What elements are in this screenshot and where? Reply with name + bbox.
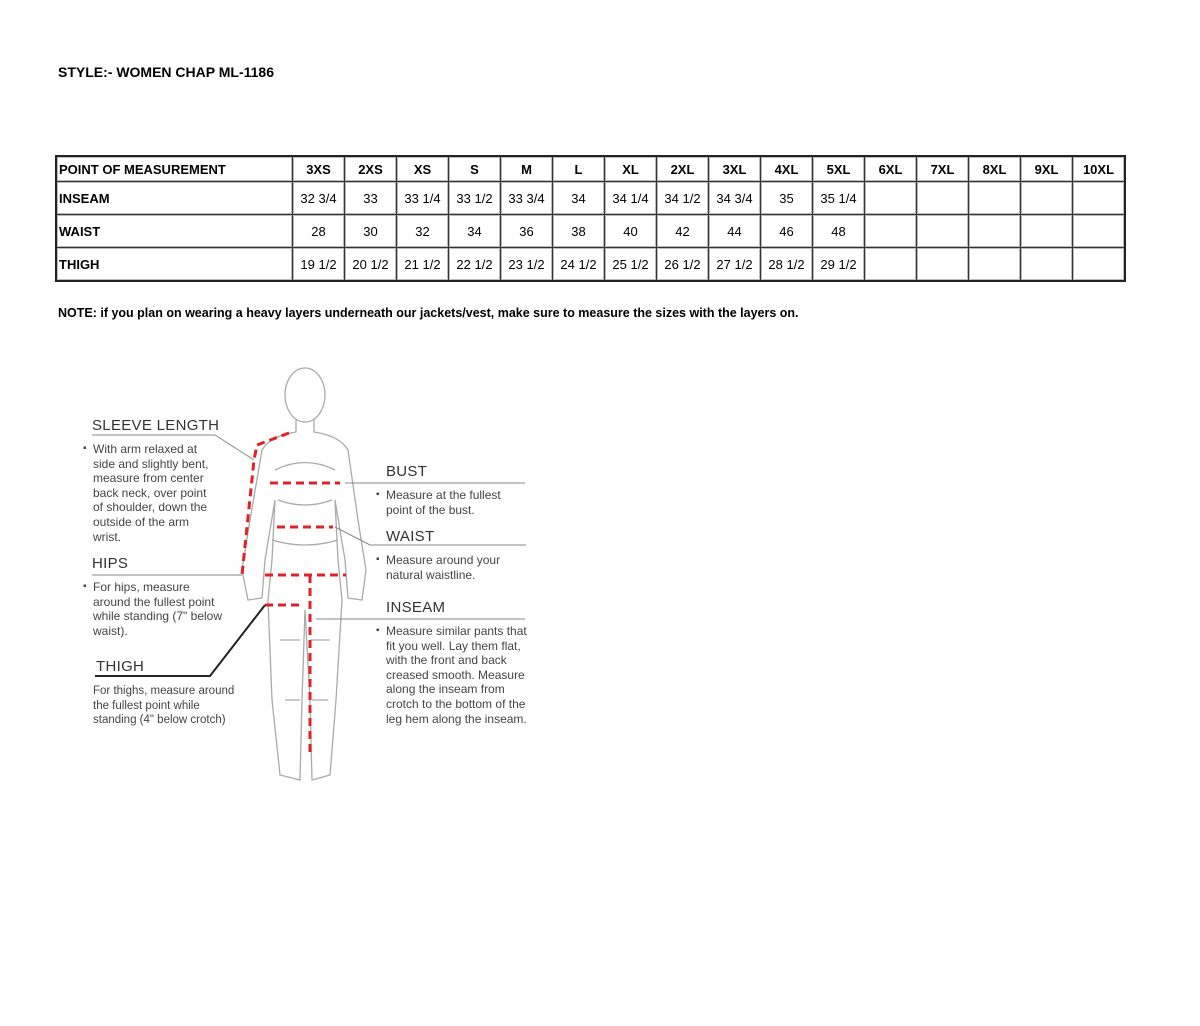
header-size: XL xyxy=(604,155,657,182)
header-size: 10XL xyxy=(1072,155,1126,182)
table-cell: 48 xyxy=(812,214,865,248)
header-point-of-measurement: POINT OF MEASUREMENT xyxy=(55,155,293,182)
waist-heading: WAIST xyxy=(386,528,435,545)
header-size: 3XL xyxy=(708,155,761,182)
header-size: 3XS xyxy=(292,155,345,182)
measurement-lines xyxy=(240,431,346,752)
row-label: WAIST xyxy=(55,214,293,248)
table-cell: 20 1/2 xyxy=(344,247,397,282)
table-cell: 36 xyxy=(500,214,553,248)
table-cell xyxy=(1020,181,1073,215)
table-cell: 28 xyxy=(292,214,345,248)
inseam-heading: INSEAM xyxy=(386,599,446,616)
table-cell: 33 1/2 xyxy=(448,181,501,215)
header-row: POINT OF MEASUREMENT 3XS 2XS XS S M L XL 2XL 3XL 4… xyxy=(55,155,1126,182)
table-cell: 44 xyxy=(708,214,761,248)
hips-heading: HIPS xyxy=(92,555,129,572)
table-cell: 24 1/2 xyxy=(552,247,605,282)
sleeve-heading: SLEEVE LENGTH xyxy=(92,417,220,434)
table-cell: 19 1/2 xyxy=(292,247,345,282)
table-cell: 26 1/2 xyxy=(656,247,709,282)
hips-text: For hips, measure around the fullest poi… xyxy=(83,580,228,638)
sleeve-text: With arm relaxed at side and slightly be… xyxy=(83,442,218,544)
header-size: 5XL xyxy=(812,155,865,182)
table-row: THIGH 19 1/2 20 1/2 21 1/2 22 1/2 23 1/2 24 1/… xyxy=(55,247,1126,282)
table-cell xyxy=(968,214,1021,248)
table-cell: 30 xyxy=(344,214,397,248)
table-cell: 28 1/2 xyxy=(760,247,813,282)
bust-text: Measure at the fullest point of the bust… xyxy=(376,488,516,517)
table-cell: 34 3/4 xyxy=(708,181,761,215)
header-size: 9XL xyxy=(1020,155,1073,182)
inseam-text: Measure similar pants that fit you well.… xyxy=(376,624,528,726)
waist-text: Measure around your natural waistline. xyxy=(376,553,511,582)
table-cell: 21 1/2 xyxy=(396,247,449,282)
header-size: S xyxy=(448,155,501,182)
table-row: WAIST 28 30 32 34 36 38 40 42 44 46 48 xyxy=(55,214,1126,248)
table-cell: 40 xyxy=(604,214,657,248)
style-title: STYLE:- WOMEN CHAP ML-1186 xyxy=(58,64,274,80)
row-label: INSEAM xyxy=(55,181,293,215)
table-cell: 34 1/2 xyxy=(656,181,709,215)
table-cell xyxy=(916,214,969,248)
table-cell xyxy=(1020,214,1073,248)
table-cell: 25 1/2 xyxy=(604,247,657,282)
table-cell: 46 xyxy=(760,214,813,248)
body-outline xyxy=(241,367,367,781)
thigh-callout-line xyxy=(95,604,266,677)
layering-note: NOTE: if you plan on wearing a heavy lay… xyxy=(58,306,799,320)
table-cell: 35 1/4 xyxy=(812,181,865,215)
table-cell xyxy=(1020,247,1073,282)
table-cell xyxy=(1072,247,1126,282)
table-cell: 42 xyxy=(656,214,709,248)
header-size: 6XL xyxy=(864,155,917,182)
thigh-heading: THIGH xyxy=(96,658,145,675)
table-cell: 34 xyxy=(448,214,501,248)
table-cell: 38 xyxy=(552,214,605,248)
table-cell xyxy=(864,247,917,282)
header-size: L xyxy=(552,155,605,182)
row-label: THIGH xyxy=(55,247,293,282)
size-chart-table: POINT OF MEASUREMENT 3XS 2XS XS S M L XL 2XL 3XL 4… xyxy=(55,155,1126,282)
thigh-text: For thighs, measure around the fullest p… xyxy=(93,685,235,727)
table-cell xyxy=(1072,214,1126,248)
bust-heading: BUST xyxy=(386,463,428,480)
header-size: 2XS xyxy=(344,155,397,182)
table-cell: 32 3/4 xyxy=(292,181,345,215)
callout-lines xyxy=(92,434,526,620)
